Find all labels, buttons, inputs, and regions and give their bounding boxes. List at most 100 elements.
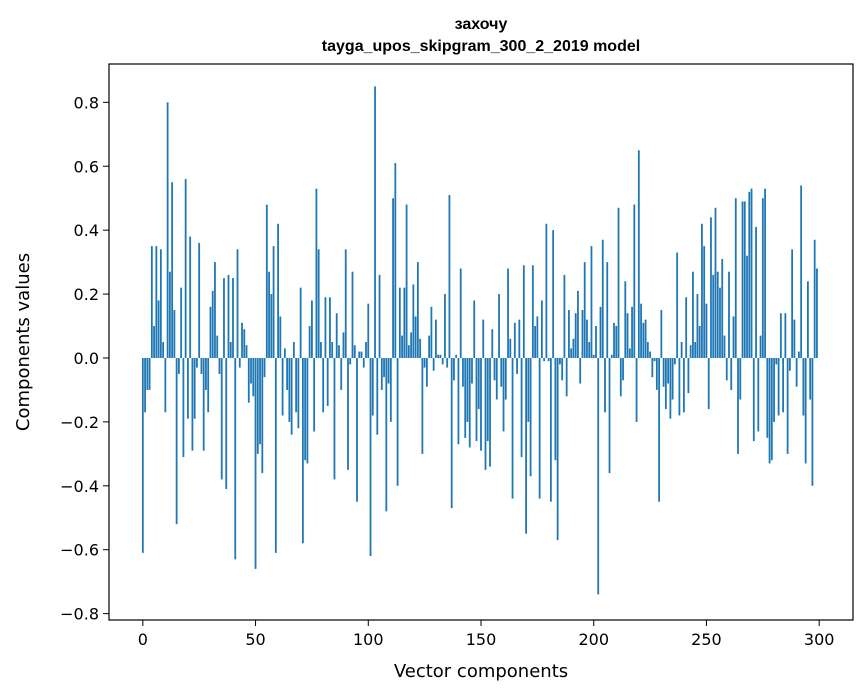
bar-19 [184, 179, 187, 358]
bar-212 [619, 357, 622, 397]
bar-15 [175, 357, 178, 525]
bar-218 [633, 204, 636, 358]
bar-57 [270, 294, 273, 358]
x-tick-label: 100 [353, 630, 384, 649]
bar-234 [669, 357, 672, 419]
bar-64 [286, 357, 289, 390]
bar-40 [232, 278, 234, 358]
bar-88 [340, 357, 343, 390]
bar-29 [207, 357, 210, 413]
bar-83 [329, 297, 331, 358]
bar-215 [626, 313, 629, 358]
bar-295 [807, 281, 809, 358]
bar-25 [198, 242, 201, 358]
bar-158 [498, 294, 500, 358]
bar-268 [746, 255, 748, 358]
bar-213 [622, 357, 624, 381]
bar-14 [173, 310, 176, 358]
bar-160 [502, 357, 505, 432]
bar-43 [238, 357, 241, 368]
bar-151 [482, 319, 485, 358]
bar-209 [613, 322, 615, 358]
bar-76 [313, 357, 316, 432]
bar-176 [538, 357, 541, 499]
bar-69 [297, 357, 300, 429]
bar-179 [545, 223, 548, 358]
bar-225 [649, 351, 651, 358]
bar-290 [795, 357, 798, 387]
bar-184 [556, 357, 559, 541]
bar-145 [468, 357, 471, 448]
bar-224 [646, 342, 649, 358]
bars-group [141, 86, 818, 595]
bar-49 [252, 357, 255, 397]
bar-2 [146, 357, 149, 390]
bar-266 [741, 201, 744, 358]
bar-200 [592, 354, 595, 358]
bar-238 [678, 357, 681, 416]
bar-278 [768, 357, 771, 464]
bar-157 [495, 357, 498, 400]
bar-277 [766, 357, 769, 438]
bar-10 [164, 357, 167, 413]
bar-90 [344, 249, 347, 358]
x-tick-label: 200 [578, 630, 609, 649]
bar-175 [536, 316, 539, 358]
bar-148 [475, 357, 478, 442]
bar-283 [779, 313, 782, 358]
bar-75 [311, 300, 313, 358]
bar-34 [218, 357, 221, 374]
bar-47 [247, 357, 250, 403]
x-tick-label: 150 [466, 630, 497, 649]
bar-123 [419, 338, 422, 358]
bar-59 [274, 357, 277, 553]
bar-275 [761, 198, 764, 358]
bar-42 [236, 249, 239, 358]
bar-73 [306, 357, 309, 464]
bar-56 [268, 271, 270, 358]
bar-216 [628, 348, 631, 358]
bar-112 [394, 163, 397, 358]
bar-98 [362, 357, 365, 368]
bar-82 [326, 357, 329, 406]
bar-33 [216, 335, 219, 358]
bar-276 [764, 188, 766, 358]
bar-114 [398, 287, 401, 358]
bar-12 [168, 271, 171, 358]
bar-242 [687, 357, 690, 394]
bar-9 [162, 342, 165, 358]
bar-207 [608, 357, 611, 474]
bar-257 [721, 258, 724, 358]
bar-125 [423, 357, 426, 368]
bar-183 [554, 357, 557, 461]
bar-38 [227, 274, 230, 358]
bar-80 [322, 357, 325, 413]
bar-284 [782, 357, 785, 413]
bar-195 [581, 310, 584, 358]
bar-201 [595, 326, 597, 358]
bar-52 [259, 357, 261, 445]
bar-100 [367, 303, 370, 358]
bar-8 [159, 249, 162, 358]
bar-262 [732, 316, 735, 358]
bar-296 [809, 357, 812, 400]
bar-193 [577, 290, 579, 358]
bar-253 [712, 274, 715, 358]
bar-63 [283, 348, 286, 358]
bar-263 [734, 198, 737, 358]
bar-32 [214, 262, 216, 358]
bar-35 [220, 357, 223, 480]
bar-223 [644, 319, 647, 358]
bar-153 [486, 357, 489, 442]
bar-119 [410, 332, 413, 358]
bar-208 [610, 354, 613, 358]
bar-92 [349, 357, 352, 365]
bar-230 [660, 310, 663, 358]
bar-211 [617, 207, 620, 358]
y-tick-label: −0.4 [60, 477, 99, 496]
bar-274 [759, 335, 762, 358]
bar-197 [586, 319, 588, 358]
bar-128 [430, 306, 433, 358]
bar-39 [229, 342, 232, 358]
